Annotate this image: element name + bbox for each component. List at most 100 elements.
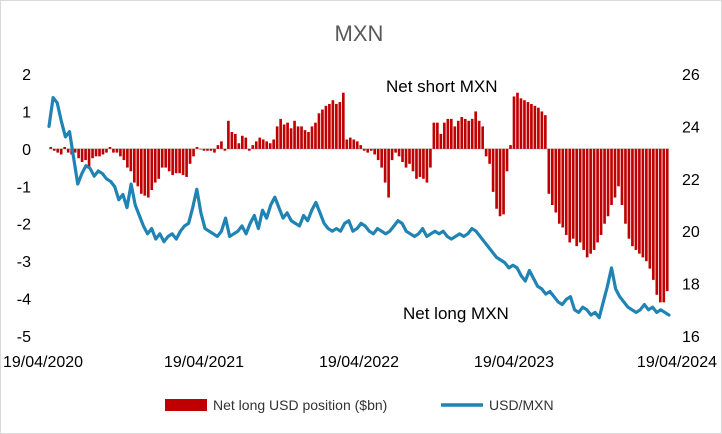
bar — [624, 148, 627, 224]
y-right-tick-label: 20 — [682, 224, 700, 241]
bar — [112, 148, 115, 153]
bar — [133, 148, 136, 183]
bar — [571, 148, 575, 239]
bar — [488, 148, 491, 164]
bar — [373, 148, 376, 155]
bar — [230, 132, 234, 149]
bar — [153, 148, 157, 183]
bar — [557, 148, 561, 224]
bar — [526, 102, 530, 149]
bar — [401, 148, 404, 162]
bar — [157, 148, 161, 179]
bar — [470, 118, 474, 149]
bar — [655, 148, 659, 295]
bar — [328, 103, 331, 149]
bar — [321, 109, 324, 149]
line-series — [47, 95, 671, 320]
y-axis-left: 2 1 0 -1 -2 -3 -4 -5 — [17, 67, 31, 346]
bar — [345, 139, 349, 149]
bar — [223, 148, 227, 151]
bar — [394, 148, 397, 153]
bar — [94, 148, 98, 157]
bar — [582, 148, 585, 250]
bar — [324, 105, 328, 149]
bar — [481, 126, 484, 149]
bar — [199, 148, 202, 150]
bar — [585, 148, 589, 258]
bar — [300, 126, 303, 149]
bar-series — [49, 92, 669, 303]
bar — [533, 105, 537, 149]
bar — [554, 148, 558, 213]
bar — [634, 148, 638, 250]
bar — [359, 145, 363, 149]
bar — [98, 148, 101, 157]
bar — [415, 148, 418, 179]
bar — [648, 148, 652, 269]
bar — [247, 148, 251, 151]
bar — [662, 148, 666, 303]
bar — [436, 122, 439, 149]
bar — [303, 130, 307, 149]
bar — [404, 148, 408, 168]
bar — [164, 148, 168, 168]
bar — [174, 148, 178, 174]
bar — [348, 137, 352, 149]
bar — [268, 143, 272, 149]
bar — [460, 117, 464, 149]
y-right-tick-label: 16 — [682, 329, 700, 346]
bar — [150, 148, 154, 191]
bar — [342, 92, 345, 149]
bar — [160, 148, 164, 168]
bar — [261, 139, 265, 149]
bar — [397, 148, 401, 157]
bar — [523, 100, 526, 149]
bar — [126, 148, 129, 168]
bar — [220, 141, 223, 149]
bar — [119, 148, 122, 157]
annotation-net-short: Net short MXN — [386, 77, 497, 96]
bar — [307, 132, 310, 149]
bar — [206, 148, 209, 151]
bar — [91, 148, 94, 159]
legend: Net long USD position ($bn) USD/MXN — [165, 397, 554, 413]
legend-bar-swatch — [165, 399, 207, 411]
y-left-tick-label: 1 — [22, 104, 31, 121]
bar — [446, 118, 450, 149]
bar — [77, 148, 80, 159]
bar — [599, 148, 603, 235]
y-right-tick-label: 26 — [682, 67, 700, 84]
bar — [578, 148, 582, 243]
bar — [237, 143, 241, 149]
bar — [80, 148, 84, 162]
bar — [59, 148, 63, 155]
bar — [383, 148, 387, 183]
bar — [658, 148, 662, 303]
bar — [335, 103, 338, 149]
bar — [234, 133, 237, 149]
bar — [352, 139, 356, 149]
bar — [589, 148, 592, 254]
bar — [178, 148, 181, 174]
bar — [568, 148, 572, 243]
bar — [63, 146, 66, 149]
bar — [227, 120, 230, 149]
bar — [550, 148, 554, 205]
bar — [139, 148, 143, 194]
y-left-tick-label: -4 — [17, 292, 31, 309]
chart-title: MXN — [335, 21, 384, 46]
bar — [286, 122, 289, 149]
bar — [519, 98, 523, 149]
bar — [408, 148, 411, 164]
bar — [592, 148, 596, 250]
bar — [240, 135, 244, 149]
bar — [495, 148, 498, 209]
x-tick-label: 19/04/2020 — [3, 354, 83, 371]
x-tick-label: 19/04/2022 — [319, 354, 399, 371]
bar — [564, 148, 568, 235]
bar — [429, 148, 432, 168]
bar — [596, 148, 599, 243]
bar — [387, 148, 390, 198]
bar — [411, 148, 415, 172]
